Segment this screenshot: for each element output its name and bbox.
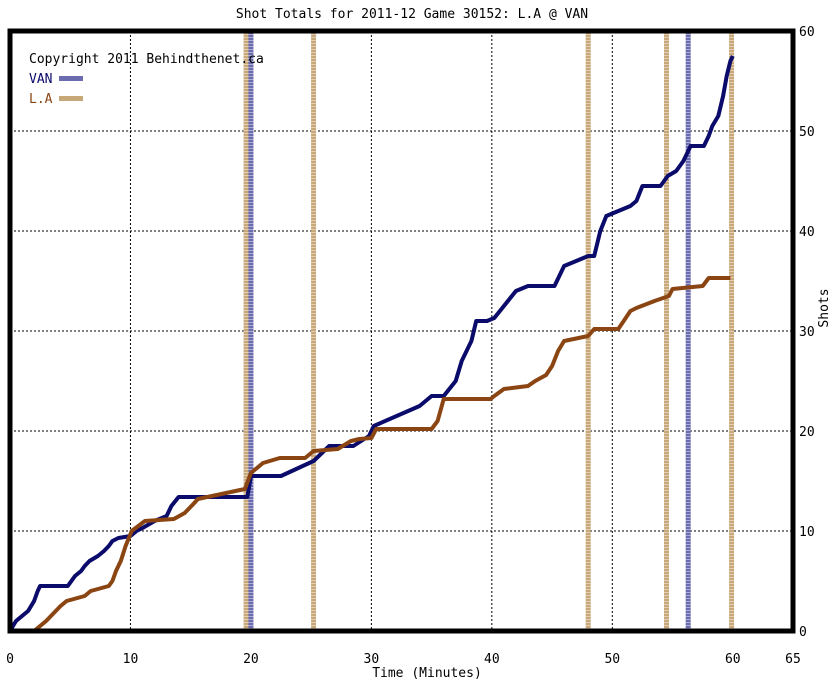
series-lines	[8, 55, 735, 633]
x-tick-label: 40	[484, 652, 500, 667]
x-tick-label: 20	[243, 652, 259, 667]
y-tick-label: 0	[799, 625, 807, 640]
y-tick-label: 40	[799, 225, 815, 240]
legend-swatch-van	[59, 76, 83, 81]
chart-title: Shot Totals for 2011-12 Game 30152: L.A …	[236, 7, 588, 22]
legend-label-van: VAN	[29, 72, 52, 87]
y-axis-label: Shots	[817, 288, 830, 327]
series-line-la	[10, 276, 731, 633]
y-tick-label: 10	[799, 525, 815, 540]
plot-frame	[7, 28, 796, 634]
legend-swatch-la	[59, 96, 83, 101]
y-tick-label: 60	[799, 25, 815, 40]
x-tick-label: 65	[785, 652, 801, 667]
y-tick-label: 50	[799, 125, 815, 140]
legend: Copyright 2011 Behindthenet.ca VAN L.A	[29, 52, 264, 107]
x-axis-label: Time (Minutes)	[372, 666, 482, 680]
x-tick-label: 0	[6, 652, 14, 667]
x-tick-label: 50	[604, 652, 620, 667]
y-tick-label: 20	[799, 425, 815, 440]
x-axis-ticks: 0 10 20 30 40 50 60 65	[6, 652, 801, 667]
copyright-text: Copyright 2011 Behindthenet.ca	[29, 52, 264, 67]
y-tick-label: 30	[799, 325, 815, 340]
x-tick-label: 60	[725, 652, 741, 667]
legend-label-la: L.A	[29, 92, 53, 107]
event-markers	[243, 31, 735, 631]
series-line-van	[8, 55, 735, 633]
y-axis-ticks: 0 10 20 30 40 50 60	[799, 25, 815, 640]
x-tick-label: 10	[123, 652, 139, 667]
x-tick-label: 30	[364, 652, 380, 667]
